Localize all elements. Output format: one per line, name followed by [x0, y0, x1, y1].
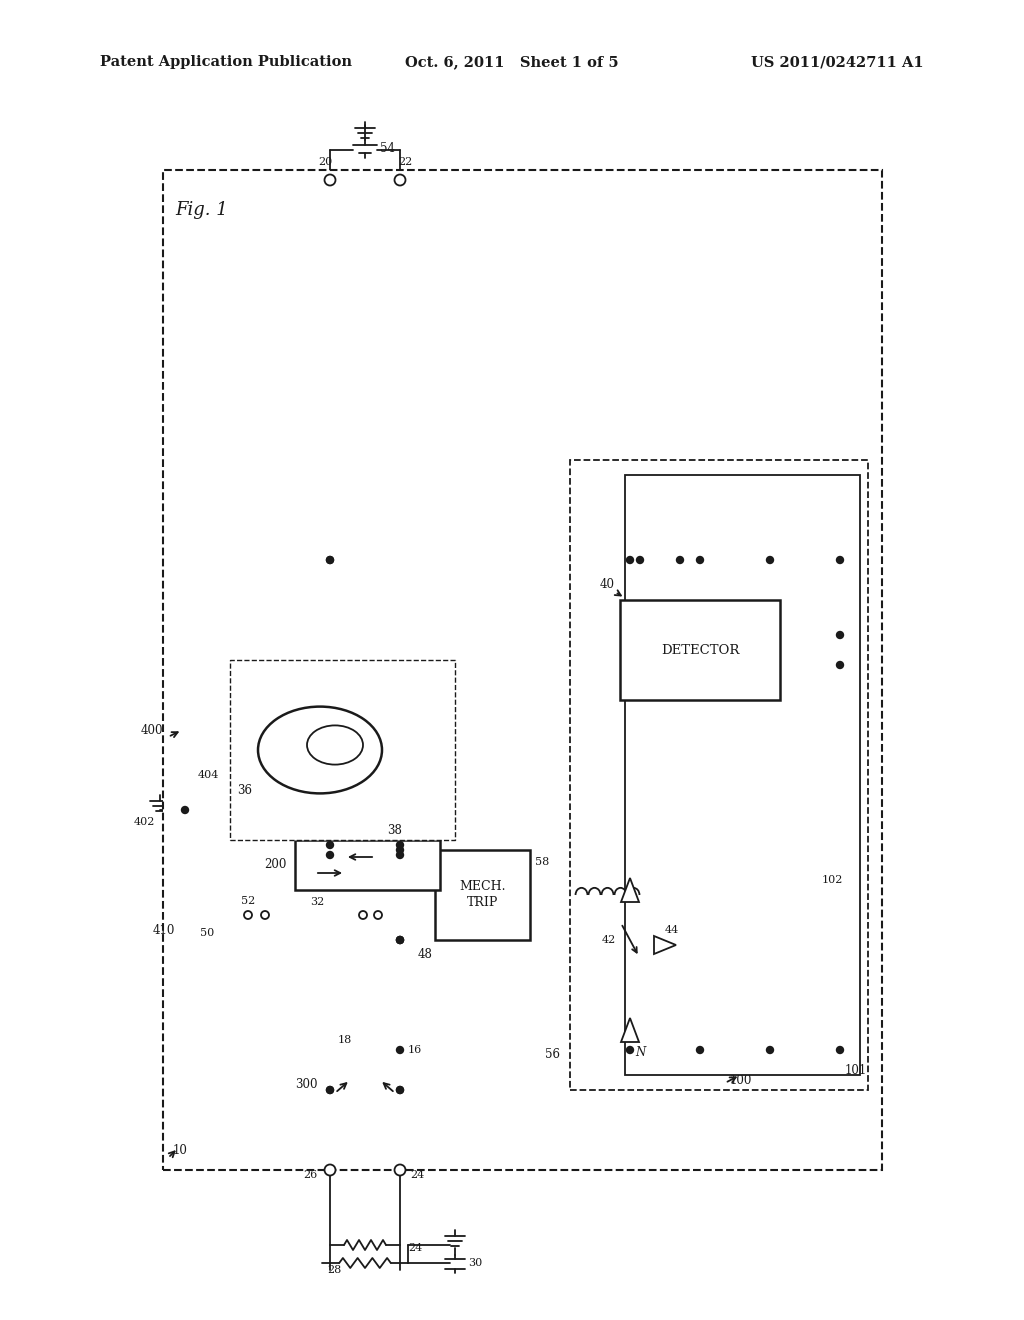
Text: 101: 101 [845, 1064, 867, 1077]
Circle shape [244, 911, 252, 919]
Circle shape [394, 174, 406, 186]
Text: 46: 46 [573, 875, 587, 884]
Circle shape [396, 842, 403, 849]
Text: 40: 40 [600, 578, 615, 591]
Circle shape [696, 557, 703, 564]
Bar [625, 475, 860, 1074]
Text: Oct. 6, 2011   Sheet 1 of 5: Oct. 6, 2011 Sheet 1 of 5 [406, 55, 618, 69]
Circle shape [396, 936, 403, 944]
Bar [570, 459, 868, 1090]
Polygon shape [621, 1018, 639, 1041]
Text: 58: 58 [535, 857, 549, 867]
Text: 410: 410 [153, 924, 175, 936]
Text: 56: 56 [545, 1048, 560, 1061]
Circle shape [677, 557, 683, 564]
Text: TRIP: TRIP [467, 896, 499, 909]
Bar [295, 840, 440, 890]
Circle shape [327, 842, 334, 849]
Text: 54: 54 [380, 141, 395, 154]
Circle shape [396, 1047, 403, 1053]
Text: 20: 20 [317, 157, 332, 168]
Text: 44: 44 [665, 925, 679, 935]
Polygon shape [621, 878, 639, 902]
Text: 200: 200 [264, 858, 287, 871]
Circle shape [394, 1164, 406, 1176]
Circle shape [767, 557, 773, 564]
Text: 52: 52 [241, 896, 255, 906]
Text: 34: 34 [328, 822, 342, 833]
Text: DETECTOR: DETECTOR [660, 644, 739, 656]
Text: 28: 28 [327, 1265, 341, 1275]
Circle shape [637, 557, 643, 564]
Text: 42: 42 [602, 935, 616, 945]
Text: 404: 404 [198, 770, 219, 780]
Ellipse shape [307, 726, 362, 764]
Circle shape [767, 1047, 773, 1053]
Circle shape [396, 851, 403, 858]
Bar [163, 170, 882, 1170]
Bar [620, 601, 780, 700]
Text: 100: 100 [730, 1073, 753, 1086]
Ellipse shape [258, 706, 382, 793]
Text: 18: 18 [338, 1035, 352, 1045]
Text: 48: 48 [418, 949, 433, 961]
Circle shape [396, 936, 403, 944]
Bar [230, 660, 455, 840]
Polygon shape [654, 936, 676, 954]
Circle shape [327, 557, 334, 564]
Text: 402: 402 [133, 817, 155, 828]
Text: 26: 26 [304, 1170, 318, 1180]
Text: 16: 16 [408, 1045, 422, 1055]
Circle shape [696, 1047, 703, 1053]
Circle shape [396, 846, 403, 854]
Bar [435, 850, 530, 940]
Circle shape [325, 1164, 336, 1176]
Circle shape [325, 174, 336, 186]
Text: 10: 10 [173, 1143, 187, 1156]
Text: US 2011/0242711 A1: US 2011/0242711 A1 [752, 55, 924, 69]
Circle shape [181, 807, 188, 813]
Text: 102: 102 [822, 875, 844, 884]
Circle shape [837, 661, 844, 668]
Text: 30: 30 [468, 1258, 482, 1269]
Circle shape [327, 1086, 334, 1093]
Text: 22: 22 [398, 157, 412, 168]
Text: 41: 41 [635, 665, 649, 675]
Circle shape [327, 177, 334, 183]
Circle shape [327, 851, 334, 858]
Text: Patent Application Publication: Patent Application Publication [100, 55, 352, 69]
Text: 38: 38 [387, 824, 402, 837]
Text: 24: 24 [408, 1243, 422, 1253]
Text: 32: 32 [310, 898, 325, 907]
Circle shape [374, 911, 382, 919]
Circle shape [261, 911, 269, 919]
Text: 400: 400 [140, 723, 163, 737]
Text: 36: 36 [238, 784, 253, 796]
Circle shape [627, 557, 634, 564]
Circle shape [396, 1086, 403, 1093]
Text: 50: 50 [200, 928, 214, 939]
Circle shape [396, 936, 403, 944]
Circle shape [837, 631, 844, 639]
Circle shape [327, 557, 334, 564]
Text: MECH.: MECH. [459, 880, 506, 894]
Circle shape [837, 557, 844, 564]
Text: 24: 24 [410, 1170, 424, 1180]
Circle shape [359, 911, 367, 919]
Circle shape [396, 1086, 403, 1093]
Text: 300: 300 [296, 1078, 318, 1092]
Circle shape [837, 1047, 844, 1053]
Circle shape [627, 1047, 634, 1053]
Text: N: N [635, 1045, 645, 1059]
Circle shape [327, 1086, 334, 1093]
Text: Fig. 1: Fig. 1 [175, 201, 227, 219]
